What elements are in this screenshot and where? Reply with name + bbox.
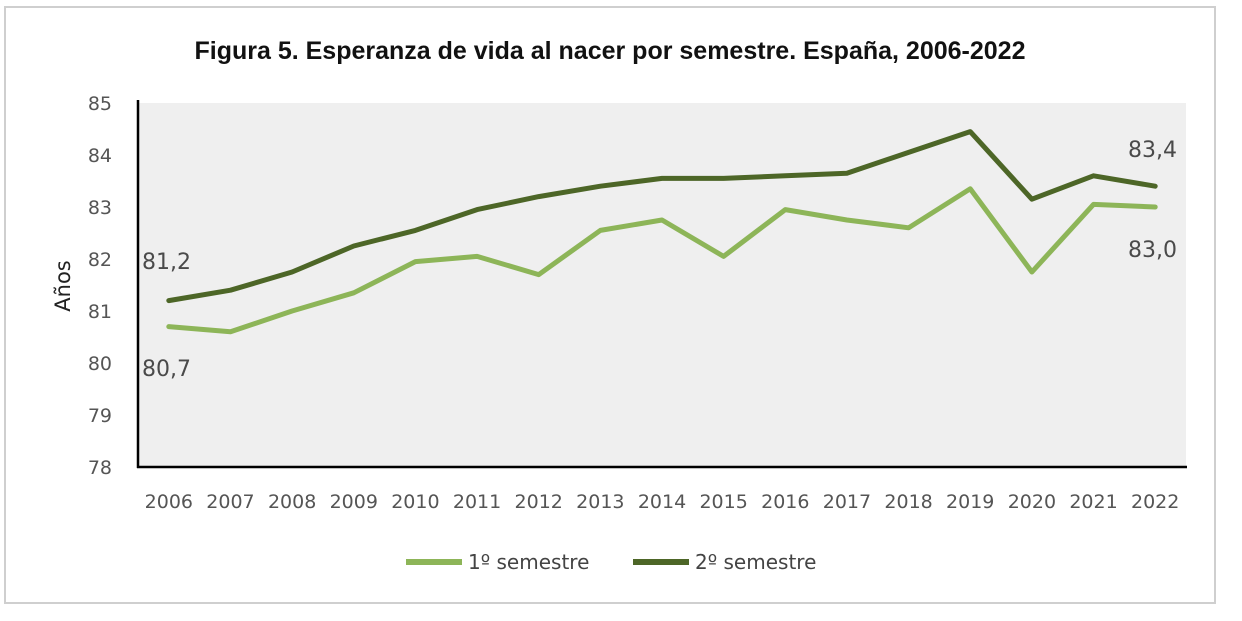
x-tick-label: 2011 [453, 491, 501, 513]
y-axis-label: Años [51, 260, 75, 311]
y-tick-label: 81 [88, 301, 112, 323]
x-tick-label: 2019 [946, 491, 994, 513]
plot-area-background [138, 103, 1186, 467]
x-tick-label: 2007 [206, 491, 254, 513]
series-line-1st-semester [166, 186, 1158, 335]
y-tick-label: 78 [88, 457, 112, 479]
y-axis-ticks: 78 79 80 81 82 83 84 85 [88, 93, 112, 479]
x-tick-label: 2021 [1069, 491, 1117, 513]
chart-title: Figura 5. Esperanza de vida al nacer por… [195, 37, 1026, 65]
legend: 1º semestre 2º semestre [406, 550, 816, 574]
x-tick-label: 2012 [515, 491, 563, 513]
data-label-2006-2nd-semester: 81,2 [142, 250, 191, 275]
x-tick-label: 2022 [1131, 491, 1179, 513]
x-tick-label: 2009 [330, 491, 378, 513]
y-tick-label: 83 [88, 197, 112, 219]
y-tick-label: 79 [88, 405, 112, 427]
x-axis-ticks: 2006 2007 2008 2009 2010 2011 2012 2013 2014 2015… [145, 491, 1180, 513]
x-tick-label: 2014 [638, 491, 686, 513]
x-tick-label: 2017 [823, 491, 871, 513]
x-tick-label: 2013 [576, 491, 624, 513]
data-label-2022-2nd-semester: 83,4 [1128, 138, 1177, 163]
x-tick-label: 2010 [391, 491, 439, 513]
x-tick-label: 2020 [1008, 491, 1056, 513]
y-tick-label: 85 [88, 93, 112, 115]
data-label-2022-1st-semester: 83,0 [1128, 238, 1177, 263]
x-tick-label: 2016 [761, 491, 809, 513]
legend-label-1st-semester: 1º semestre [468, 550, 589, 574]
legend-label-2nd-semester: 2º semestre [695, 550, 816, 574]
series-lines [166, 129, 1158, 335]
x-tick-label: 2006 [145, 491, 193, 513]
x-tick-label: 2015 [699, 491, 747, 513]
x-tick-label: 2008 [268, 491, 316, 513]
y-tick-label: 80 [88, 353, 112, 375]
data-label-2006-1st-semester: 80,7 [142, 357, 191, 382]
y-tick-label: 82 [88, 249, 112, 271]
series-line-2nd-semester [166, 129, 1158, 304]
x-tick-label: 2018 [884, 491, 932, 513]
y-tick-label: 84 [88, 145, 112, 167]
